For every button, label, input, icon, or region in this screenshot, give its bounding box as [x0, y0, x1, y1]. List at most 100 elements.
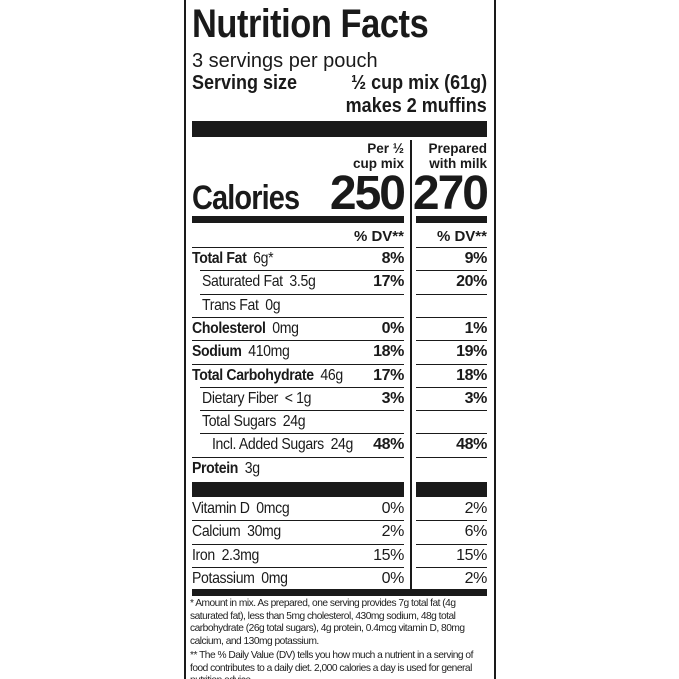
nutrient-name: Iron 2.3mg [192, 547, 259, 565]
nutrient-amount: 3g [244, 459, 260, 477]
dv-mix: 15% [373, 546, 404, 564]
nutrient-row: Dietary Fiber < 1g 3% 3% [192, 387, 487, 410]
nutrient-name: Dietary Fiber < 1g [202, 390, 311, 408]
nutrient-name: Total Carbohydrate 46g [192, 367, 343, 385]
row-divider [200, 410, 404, 411]
column-header-prepared: Prepared with milk [428, 141, 487, 171]
dv-prepared: 6% [464, 523, 488, 541]
nutrient-label: Incl. Added Sugars [212, 436, 324, 454]
nutrient-row: Incl. Added Sugars 24g 48% 48% [192, 433, 487, 456]
nutrient-row: Vitamin D 0mcg 0% 2% [192, 497, 487, 520]
serving-size-label: Serving size [192, 72, 298, 94]
dv-mix: 2% [381, 523, 405, 541]
row-divider [416, 340, 487, 341]
dv-mix: 0% [381, 569, 405, 587]
row-divider [416, 410, 487, 411]
nutrient-name: Sodium 410mg [192, 343, 290, 361]
nutrient-name: Trans Fat 0g [202, 296, 281, 315]
nutrient-label: Total Sugars [202, 413, 277, 431]
dv-header-prepared: % DV** [436, 228, 487, 245]
row-divider [192, 457, 404, 458]
nutrient-label: Calcium [192, 523, 241, 541]
dv-mix: 0% [381, 319, 405, 337]
row-divider [416, 433, 487, 434]
row-divider [192, 340, 404, 341]
footnote-daily-value: ** The % Daily Value (DV) tells you how … [190, 650, 473, 679]
nutrient-row: Potassium 0mg 0% 2% [192, 567, 487, 590]
nutrient-name: Calcium 30mg [192, 523, 281, 541]
nutrient-label: Trans Fat [202, 296, 259, 314]
thick-divider [192, 121, 487, 137]
dv-prepared: 20% [456, 273, 487, 291]
nutrient-label: Vitamin D [192, 500, 250, 517]
dv-mix: 0% [381, 500, 405, 517]
nutrient-amount: 6g* [253, 250, 274, 267]
nutrient-row: Iron 2.3mg 15% 15% [192, 544, 487, 567]
nutrient-label: Iron [192, 546, 215, 564]
row-divider [416, 270, 487, 271]
nutrient-amount: 24g [330, 436, 354, 454]
dv-mix: 17% [373, 366, 404, 384]
nutrient-amount: 30mg [247, 523, 281, 541]
nutrient-row: Cholesterol 0mg 0% 1% [192, 317, 487, 340]
nutrient-row: Calcium 30mg 2% 6% [192, 520, 487, 543]
nutrient-label: Total Carbohydrate [192, 366, 314, 384]
nutrient-row: Sodium 410mg 18% 19% [192, 340, 487, 363]
column-header-mix: Per ½ cup mix [352, 141, 404, 171]
servings-per-container: 3 servings per pouch [192, 50, 378, 72]
dv-prepared: 1% [464, 319, 488, 337]
nutrient-amount: 0mg [261, 569, 288, 587]
row-divider [416, 317, 487, 318]
nutrient-name: Saturated Fat 3.5g [202, 273, 316, 291]
nutrient-amount: 410mg [248, 343, 290, 361]
calories-label: Calories [192, 179, 300, 217]
nutrient-name: Cholesterol 0mg [192, 320, 299, 338]
footnote-amount: * Amount in mix. As prepared, one servin… [190, 598, 465, 647]
row-divider [416, 364, 487, 365]
dv-prepared: 3% [464, 389, 488, 407]
row-divider [200, 294, 404, 295]
row-divider [192, 317, 404, 318]
nutrient-name: Vitamin D 0mcg [192, 500, 290, 518]
row-divider [200, 387, 404, 388]
dv-prepared: 2% [464, 500, 488, 517]
row-divider [416, 457, 487, 458]
row-divider [416, 294, 487, 295]
dv-prepared: 18% [456, 366, 487, 384]
nutrient-amount: 2.3mg [221, 546, 260, 564]
calories-mix: 250 [329, 167, 406, 220]
nutrient-name: Protein 3g [192, 460, 260, 478]
dv-mix: 48% [373, 436, 404, 454]
row-divider [416, 567, 487, 568]
row-divider [416, 544, 487, 545]
nutrient-label: Protein [192, 459, 239, 477]
nutrient-name: Incl. Added Sugars 24g [212, 436, 353, 454]
nutrient-amount: 46g [320, 366, 343, 384]
nutrient-label: Total Fat [192, 250, 247, 267]
nutrient-label: Dietary Fiber [202, 389, 279, 407]
calories-prepared: 270 [412, 167, 489, 220]
row-divider [192, 364, 404, 365]
nutrient-row: Total Carbohydrate 46g 17% 18% [192, 364, 487, 387]
nutrient-label: Saturated Fat [202, 273, 283, 291]
nutrient-label: Cholesterol [192, 319, 266, 337]
thick-divider [416, 482, 487, 497]
nutrient-row: Trans Fat 0g [192, 294, 487, 317]
dv-prepared: 9% [464, 250, 488, 267]
nutrient-amount: < 1g [284, 389, 312, 407]
calories-bar-mix [192, 216, 404, 223]
dv-mix: 18% [373, 343, 404, 361]
row-divider [200, 433, 404, 434]
nutrient-amount: 3.5g [289, 273, 316, 291]
label-title: Nutrition Facts [192, 2, 429, 46]
dv-header-mix: % DV** [353, 228, 404, 245]
nutrient-name: Total Sugars 24g [202, 413, 306, 431]
row-divider [200, 270, 404, 271]
nutrient-label: Sodium [192, 343, 242, 361]
dv-mix: 3% [381, 389, 405, 407]
nutrient-amount: 0g [265, 296, 281, 314]
nutrient-amount: 0mcg [256, 500, 290, 517]
thick-divider [192, 589, 487, 596]
dv-prepared: 48% [456, 436, 487, 454]
row-divider [192, 247, 404, 248]
